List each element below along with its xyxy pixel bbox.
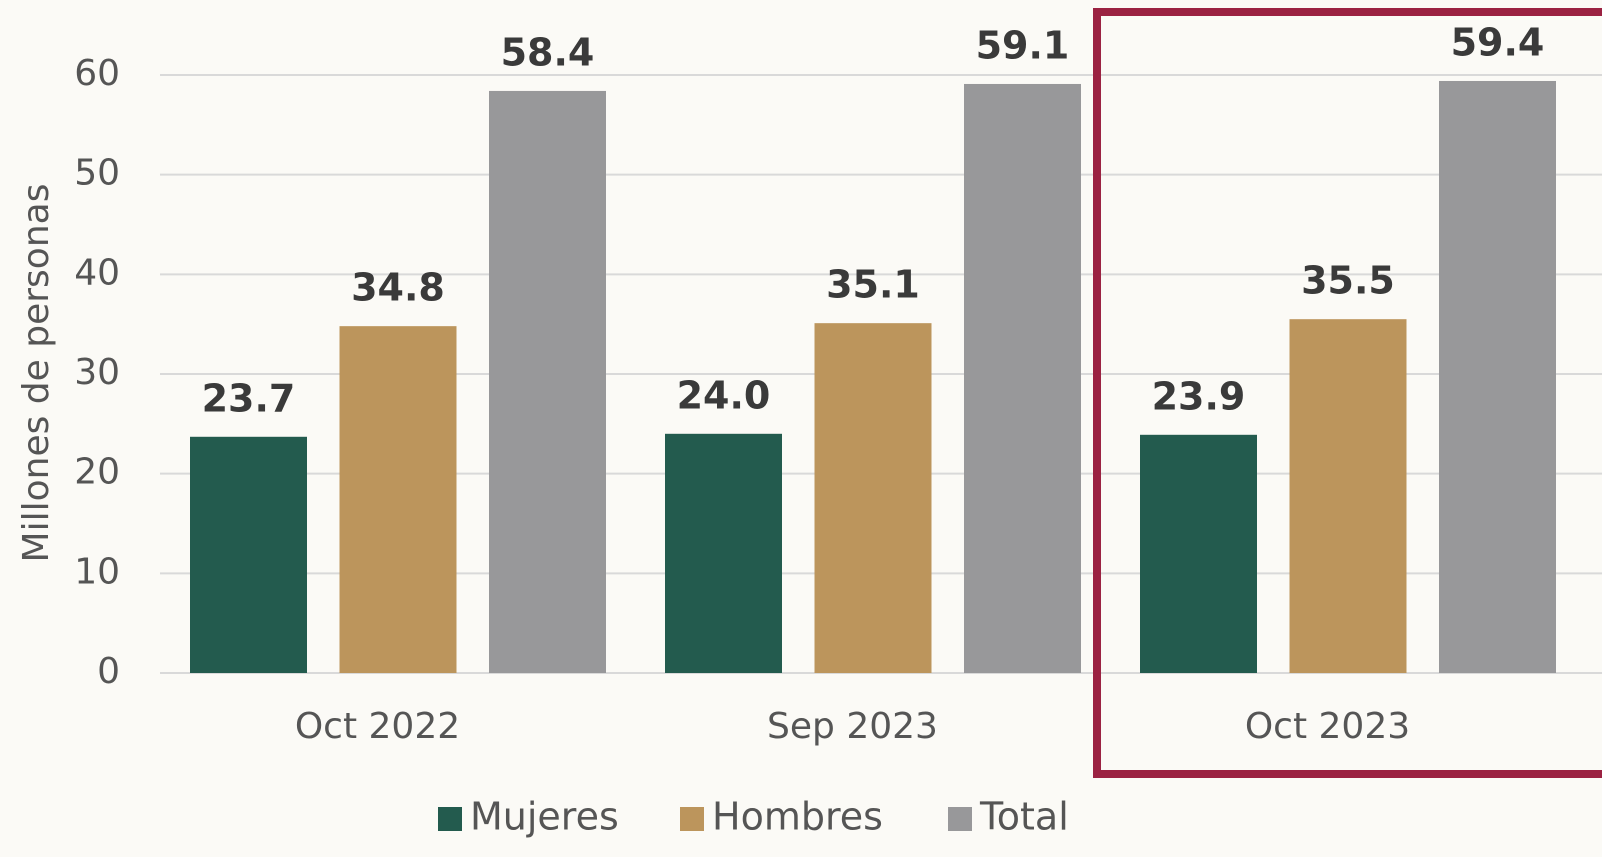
value-label: 23.9 <box>1152 374 1246 418</box>
bar <box>814 323 932 673</box>
legend-label: Hombres <box>712 795 883 839</box>
bar <box>1289 319 1407 673</box>
bar <box>665 433 782 673</box>
value-label: 24.0 <box>677 373 771 417</box>
value-label: 35.5 <box>1301 259 1395 303</box>
y-axis-label: Millones de personas <box>16 184 57 563</box>
x-tick-label: Oct 2023 <box>1245 706 1410 747</box>
value-label: 23.7 <box>202 376 296 420</box>
y-tick-label: 50 <box>74 153 120 194</box>
bar <box>1439 80 1556 674</box>
y-tick-label: 10 <box>74 551 120 592</box>
highlight-box <box>1093 8 1602 778</box>
x-tick-label: Sep 2023 <box>767 706 938 747</box>
value-label: 59.4 <box>1451 20 1545 64</box>
x-tick-label: Oct 2022 <box>295 706 460 747</box>
bar <box>964 83 1081 674</box>
value-label: 35.1 <box>826 263 920 307</box>
bar <box>339 326 457 673</box>
y-tick-label: 0 <box>97 651 120 692</box>
legend-swatch <box>948 807 972 831</box>
legend-swatch <box>680 807 704 831</box>
y-tick-label: 20 <box>74 452 120 493</box>
value-label: 34.8 <box>351 266 445 310</box>
value-label: 59.1 <box>976 23 1070 67</box>
legend-label: Mujeres <box>470 795 619 839</box>
y-tick-label: 30 <box>74 352 120 393</box>
legend-swatch <box>438 807 462 831</box>
bar <box>190 436 307 673</box>
bar <box>1140 434 1257 673</box>
y-tick-label: 60 <box>74 53 120 94</box>
bar <box>489 90 606 674</box>
value-label: 58.4 <box>501 30 595 74</box>
y-tick-label: 40 <box>74 252 120 293</box>
legend-label: Total <box>979 795 1069 839</box>
